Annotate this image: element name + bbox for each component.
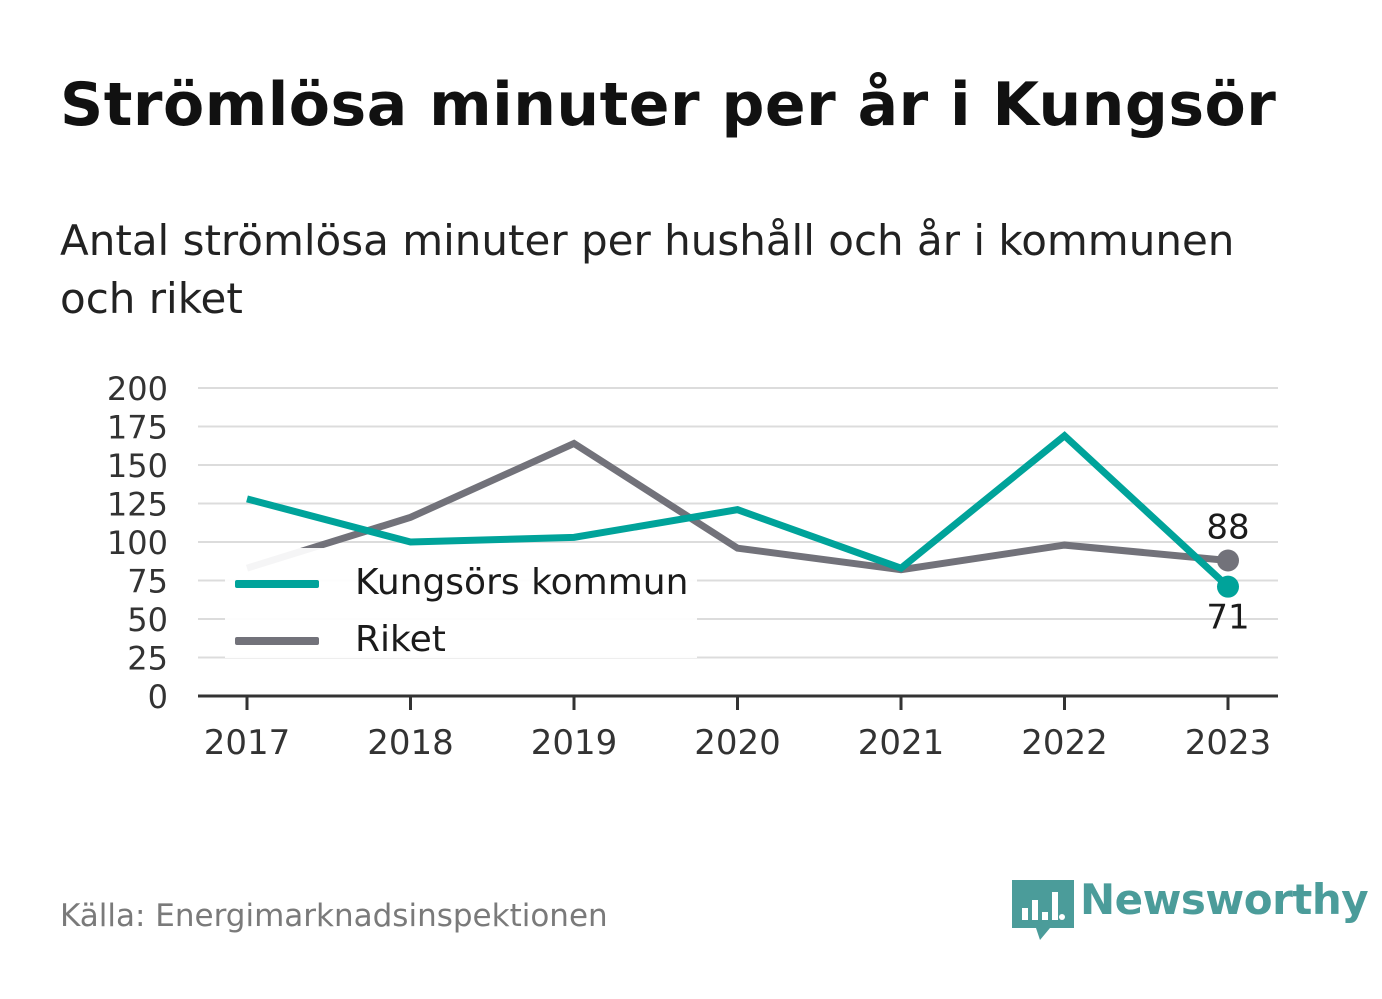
chart-legend: Kungsörs kommun Riket [225, 548, 697, 660]
x-tick-label: 2018 [367, 723, 454, 763]
series-line-riket [245, 439, 1229, 574]
legend-label-kungsor: Kungsörs kommun [355, 562, 689, 603]
y-tick-label: 175 [107, 409, 168, 447]
y-tick-label: 200 [107, 370, 168, 408]
y-tick-label: 125 [107, 486, 168, 524]
legend-swatch-kungsor [235, 580, 319, 588]
y-tick-label: 75 [127, 563, 168, 601]
source-note: Källa: Energimarknadsinspektionen [60, 898, 608, 934]
series-endpoint-riket [1217, 549, 1239, 572]
y-tick-label: 25 [127, 640, 168, 678]
end-value-label: 88 [1206, 507, 1249, 547]
chart-subtitle: Antal strömlösa minuter per hushåll och … [60, 216, 1235, 323]
y-tick-label: 150 [107, 447, 168, 485]
brand-name: Newsworthy [1080, 875, 1369, 924]
x-tick-label: 2019 [531, 723, 618, 763]
series-endpoint-kungsor [1217, 575, 1239, 598]
chart-title: Strömlösa minuter per år i Kungsör [60, 70, 1277, 140]
x-tick-label: 2021 [858, 723, 945, 763]
legend-swatch-riket [235, 637, 319, 645]
y-tick-label: 50 [127, 601, 168, 639]
x-tick-label: 2023 [1185, 723, 1272, 763]
x-tick-label: 2020 [694, 723, 781, 763]
bar-chart-speech-bubble-icon [1012, 880, 1074, 940]
y-tick-label: 100 [107, 524, 168, 562]
x-tick-label: 2022 [1021, 723, 1108, 763]
legend-label-riket: Riket [355, 619, 446, 660]
y-tick-label: 0 [148, 678, 168, 716]
series-line-kungsor [246, 431, 1231, 590]
end-value-label: 71 [1206, 598, 1249, 638]
x-tick-label: 2017 [204, 723, 291, 763]
